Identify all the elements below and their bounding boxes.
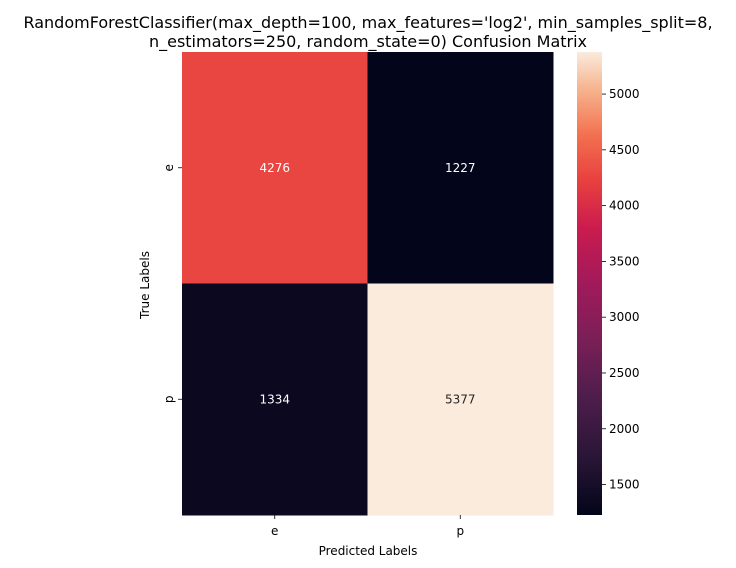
cell-value-label: 5377 [445, 392, 476, 406]
heatmap-cell-e-e [182, 52, 368, 284]
chart-title-line-1: RandomForestClassifier(max_depth=100, ma… [23, 13, 712, 33]
heatmap-cell-p-p [367, 283, 554, 516]
colorbar-tick-label: 4500 [609, 143, 640, 157]
y-axis-ticks: ep [162, 164, 182, 403]
colorbar-tick-label: 5000 [609, 87, 640, 101]
chart-title-line-2: n_estimators=250, random_state=0) Confus… [149, 32, 587, 52]
colorbar-tick-label: 1500 [609, 478, 640, 492]
cell-value-label: 1334 [259, 392, 290, 406]
heatmap-cell-p-e [182, 283, 368, 516]
colorbar-tick-label: 3500 [609, 254, 640, 268]
x-tick-label: e [271, 524, 278, 538]
colorbar-tick-label: 4000 [609, 199, 640, 213]
y-axis-label: True Labels [138, 251, 152, 320]
colorbar-tick-label: 2500 [609, 366, 640, 380]
colorbar [577, 52, 602, 515]
y-tick-label: p [162, 395, 176, 403]
colorbar-tick-label: 2000 [609, 422, 640, 436]
x-axis-label: Predicted Labels [319, 544, 418, 558]
colorbar-tick-label: 3000 [609, 310, 640, 324]
colorbar-ticks: 1500 2000 2500 3000 3500 4000 4500 5000 [602, 87, 640, 492]
x-tick-label: p [456, 524, 464, 538]
heatmap-cell-e-p [367, 52, 554, 284]
cell-value-label: 4276 [259, 161, 290, 175]
cell-value-label: 1227 [445, 161, 476, 175]
heatmap-cells [182, 52, 554, 516]
y-tick-label: e [162, 164, 176, 171]
heatmap-cell-labels: 4276 1227 1334 5377 [259, 161, 475, 407]
